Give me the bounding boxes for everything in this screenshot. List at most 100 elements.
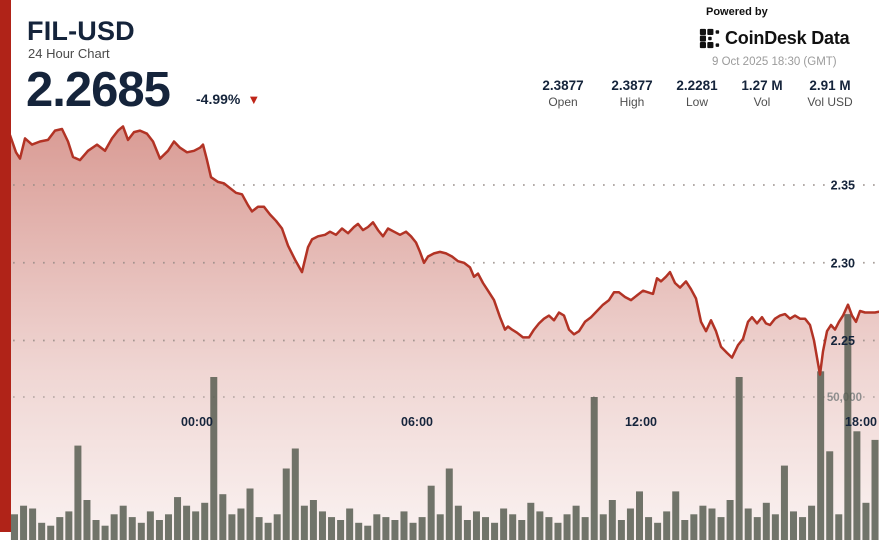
volume-bar <box>808 505 816 540</box>
volume-bar <box>83 500 91 540</box>
volume-bar <box>853 431 861 540</box>
timestamp: 9 Oct 2025 18:30 (GMT) <box>712 56 837 68</box>
volume-bar <box>56 517 64 540</box>
volume-bar <box>382 517 390 540</box>
volume-bar <box>155 520 163 540</box>
volume-bar <box>482 517 490 540</box>
volume-bar <box>826 451 834 540</box>
volume-bar <box>201 502 209 540</box>
volume-bar <box>663 511 671 540</box>
volume-bar <box>47 525 55 540</box>
volume-bar <box>491 522 499 540</box>
volume-bar <box>545 517 553 540</box>
volume-bar <box>228 514 236 540</box>
volume-bar <box>110 514 118 540</box>
coindesk-data-logo[interactable]: CoinDesk Data <box>699 28 850 49</box>
chart-subtitle: 24 Hour Chart <box>28 46 110 61</box>
volume-bar <box>799 517 807 540</box>
volume-bar <box>590 397 598 540</box>
volume-bar <box>210 377 218 540</box>
y-axis-price-labels: 2.35 2.30 2.25 <box>831 179 855 349</box>
gridlines <box>13 184 879 398</box>
volume-bar <box>29 508 37 540</box>
volume-bar <box>119 505 127 540</box>
volume-bar <box>192 511 200 540</box>
volume-bar <box>183 505 191 540</box>
volume-bar <box>672 491 680 540</box>
stat-low-label: Low <box>685 95 709 109</box>
x-tick-1800: 18:00 <box>845 415 877 429</box>
stat-vol-usd-label: Vol USD <box>807 95 853 109</box>
price-change-percent: -4.99% <box>196 91 241 107</box>
volume-bar <box>174 497 182 540</box>
volume-bar <box>418 517 426 540</box>
volume-bar <box>282 468 290 540</box>
volume-bar <box>328 517 336 540</box>
volume-bar <box>500 508 508 540</box>
volume-bar <box>654 522 662 540</box>
stat-vol-value: 1.27 M <box>741 78 783 93</box>
y-tick-2-25: 2.25 <box>831 334 855 348</box>
volume-bar <box>128 517 136 540</box>
volume-bar <box>771 514 779 540</box>
stat-open: 2.3877 Open <box>542 78 583 109</box>
symbol-title: FIL-USD <box>27 16 135 46</box>
volume-bar <box>463 520 471 540</box>
volume-bar <box>300 505 308 540</box>
stat-high-value: 2.3877 <box>611 78 653 93</box>
coindesk-logo-icon <box>699 28 720 49</box>
volume-bar <box>364 525 372 540</box>
price-line <box>8 125 879 376</box>
volume-bar <box>518 520 526 540</box>
stats-row: 2.3877 Open 2.3877 High 2.2281 Low 1.27 … <box>0 78 879 112</box>
volume-bar <box>74 445 82 540</box>
volume-bar <box>645 517 653 540</box>
volume-bar <box>527 502 535 540</box>
accent-bar <box>0 0 11 532</box>
powered-by-label: Powered by <box>706 6 768 18</box>
volume-bar <box>454 505 462 540</box>
stat-vol-usd: 2.91 M Vol USD <box>807 78 852 109</box>
y-tick-2-30: 2.30 <box>831 256 855 270</box>
down-arrow-icon: ▼ <box>247 92 261 107</box>
volume-bar <box>20 505 28 540</box>
stat-low-value: 2.2281 <box>676 78 718 93</box>
volume-bar <box>11 514 18 540</box>
volume-bar <box>636 491 643 540</box>
volume-bar <box>817 371 825 540</box>
volume-bar <box>509 514 517 540</box>
volume-bar <box>835 514 843 540</box>
volume-bar <box>346 508 354 540</box>
x-tick-0600: 06:00 <box>401 415 433 429</box>
volume-bar <box>400 511 408 540</box>
volume-bar <box>626 508 634 540</box>
volume-bar <box>871 439 879 540</box>
price-change: -4.99% ▼ <box>196 91 260 107</box>
volume-bar <box>65 511 73 540</box>
volume-bar <box>572 505 580 540</box>
coindesk-brand-text: CoinDesk Data <box>725 28 850 48</box>
stat-high-label: High <box>619 95 645 109</box>
volume-bar <box>690 514 698 540</box>
volume-bar <box>237 508 245 540</box>
volume-bar <box>318 511 326 540</box>
volume-bar <box>38 522 46 540</box>
volume-bar <box>246 488 254 540</box>
volume-bar <box>164 514 172 540</box>
volume-bars <box>11 314 879 540</box>
volume-bar <box>273 514 281 540</box>
volume-bar <box>608 500 616 540</box>
volume-bar <box>726 500 734 540</box>
volume-bar <box>92 520 100 540</box>
volume-bar <box>373 514 381 540</box>
volume-bar <box>762 502 770 540</box>
price-area-fill <box>10 126 879 540</box>
volume-bar <box>599 514 607 540</box>
volume-bar <box>554 522 562 540</box>
stat-open-label: Open <box>548 95 578 109</box>
volume-bar <box>581 517 589 540</box>
volume-bar <box>717 517 725 540</box>
volume-bar <box>391 520 399 540</box>
